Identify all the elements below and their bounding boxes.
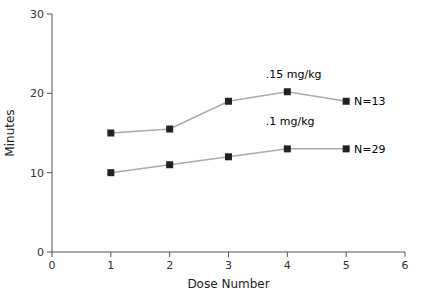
y-tick (47, 93, 52, 94)
y-tick-label: 0 (37, 246, 44, 259)
x-tick (169, 252, 170, 257)
y-tick (47, 14, 52, 15)
y-tick-label: 20 (30, 87, 44, 100)
annotations: .15 mg/kg N=13 .1 mg/kg N=29 (266, 68, 386, 156)
y-axis-line (52, 14, 53, 252)
annotation: .1 mg/kg (266, 115, 315, 128)
y-tick (47, 172, 52, 173)
series-line (111, 149, 346, 173)
y-tick-label: 10 (30, 167, 44, 180)
x-tick (405, 252, 406, 257)
point (225, 98, 232, 105)
annotation: N=13 (354, 95, 385, 108)
point (343, 98, 350, 105)
x-tick-label: 6 (402, 259, 409, 272)
axes: 0 1 2 3 4 5 6 0 10 20 30 (30, 8, 409, 272)
x-tick-label: 2 (166, 259, 173, 272)
point (107, 130, 114, 137)
plot-area (107, 88, 349, 176)
series-line (111, 92, 346, 133)
y-tick-label: 30 (30, 8, 44, 21)
x-tick (287, 252, 288, 257)
annotation: N=29 (354, 143, 385, 156)
y-tick (47, 252, 52, 253)
x-tick-label: 3 (225, 259, 232, 272)
x-tick (110, 252, 111, 257)
point (284, 88, 291, 95)
chart: 0 1 2 3 4 5 6 0 10 20 30 Dose Number Minutes .15 mg/k… (0, 0, 421, 296)
y-axis-label: Minutes (3, 109, 17, 156)
x-axis-label: Dose Number (187, 277, 269, 291)
x-tick-label: 5 (343, 259, 350, 272)
point (166, 126, 173, 133)
x-tick-label: 0 (49, 259, 56, 272)
point (284, 145, 291, 152)
x-tick (52, 252, 53, 257)
point (225, 153, 232, 160)
x-tick (346, 252, 347, 257)
x-tick-label: 1 (107, 259, 114, 272)
point (107, 169, 114, 176)
point (343, 145, 350, 152)
point (166, 161, 173, 168)
annotation: .15 mg/kg (266, 68, 322, 81)
x-tick-label: 4 (284, 259, 291, 272)
x-tick (228, 252, 229, 257)
